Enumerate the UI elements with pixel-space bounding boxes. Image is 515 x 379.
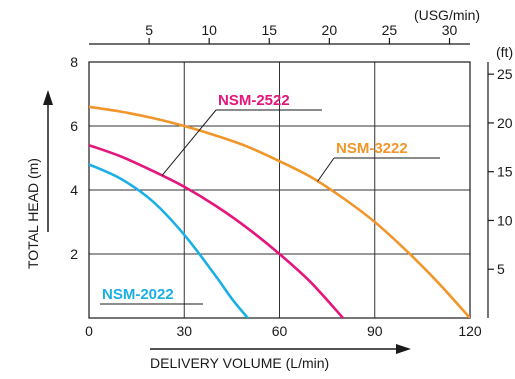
plot-frame [88,61,471,319]
tick-labels: 0 30 60 90 120 2 4 6 8 [70,54,482,339]
top-axis: 5 10 15 20 25 30 [89,22,470,45]
series-labels: NSM-2022 NSM-2522 NSM-3222 [100,92,440,305]
top-axis-tick-label: 20 [322,22,338,38]
series-line-nsm-3222 [89,105,470,318]
right-axis: 5 10 15 20 25 [487,62,513,318]
series-lines [89,105,470,318]
series-label-nsm-2022: NSM-2022 [102,286,174,303]
right-axis-tick-label: 5 [497,261,505,277]
x-tick-label: 60 [272,323,288,339]
top-axis-unit: (USG/min) [414,7,480,23]
right-axis-tick-label: 10 [497,212,513,228]
series-leader-line-nsm-2522 [161,109,217,176]
top-axis-tick-label: 30 [442,22,458,38]
series-line-nsm-2022 [89,163,250,318]
y-axis-arrowhead [43,90,53,105]
top-axis-tick-label: 15 [261,22,277,38]
x-tick-label: 30 [176,323,192,339]
y-tick-label: 8 [70,54,78,70]
x-tick-label: 120 [458,323,482,339]
x-tick-label: 90 [367,323,383,339]
y-axis-title: TOTAL HEAD (m) [25,158,41,269]
series-leader-line-nsm-3222 [317,157,335,182]
x-axis-arrowhead [396,344,411,354]
y-tick-label: 4 [70,182,78,198]
grid [89,62,470,318]
top-axis-tick-label: 10 [201,22,217,38]
x-tick-label: 0 [85,323,93,339]
right-axis-tick-label: 25 [497,66,513,82]
right-axis-unit: (ft) [496,44,513,60]
series-label-nsm-2522: NSM-2522 [218,92,290,109]
x-axis-title: DELIVERY VOLUME (L/min) [150,355,329,371]
series-label-nsm-3222: NSM-3222 [336,140,408,157]
series-line-nsm-2522 [89,143,345,318]
y-tick-label: 2 [70,246,78,262]
top-axis-tick-label: 25 [382,22,398,38]
top-axis-tick-label: 5 [145,22,153,38]
right-axis-tick-label: 20 [497,115,513,131]
y-tick-label: 6 [70,118,78,134]
right-axis-tick-label: 15 [497,164,513,180]
